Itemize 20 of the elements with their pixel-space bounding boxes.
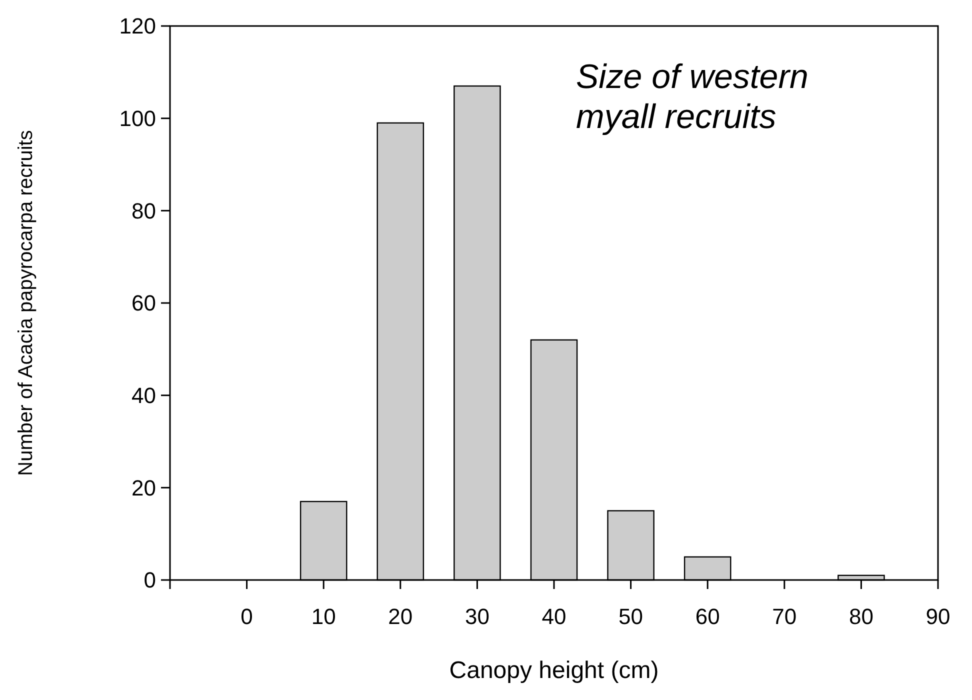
x-tick-label: 60	[695, 604, 720, 629]
x-tick-label: 50	[618, 604, 644, 629]
x-tick-label: 20	[388, 604, 413, 629]
y-tick-label: 80	[132, 198, 156, 224]
x-tick-label: 80	[848, 604, 874, 629]
y-tick-label: 100	[119, 106, 156, 132]
x-tick-label: 70	[772, 604, 797, 629]
x-tick-label: 0	[240, 604, 253, 629]
x-tick-label: 30	[464, 604, 490, 629]
x-tick-label: 90	[926, 604, 950, 629]
x-tick-label: 10	[311, 604, 336, 629]
x-tick-label: 40	[542, 604, 566, 629]
y-tick-label: 120	[119, 14, 156, 39]
y-tick-label: 0	[144, 568, 156, 593]
y-tick-label: 40	[132, 383, 156, 408]
y-tick-label: 20	[132, 475, 156, 500]
y-axis-title: Number of Acacia papyrocarpa recruits	[15, 130, 37, 476]
x-axis-title: Canopy height (cm)	[449, 657, 659, 684]
text: Size of western myall recruits	[576, 58, 808, 136]
y-tick-label: 60	[132, 290, 156, 316]
